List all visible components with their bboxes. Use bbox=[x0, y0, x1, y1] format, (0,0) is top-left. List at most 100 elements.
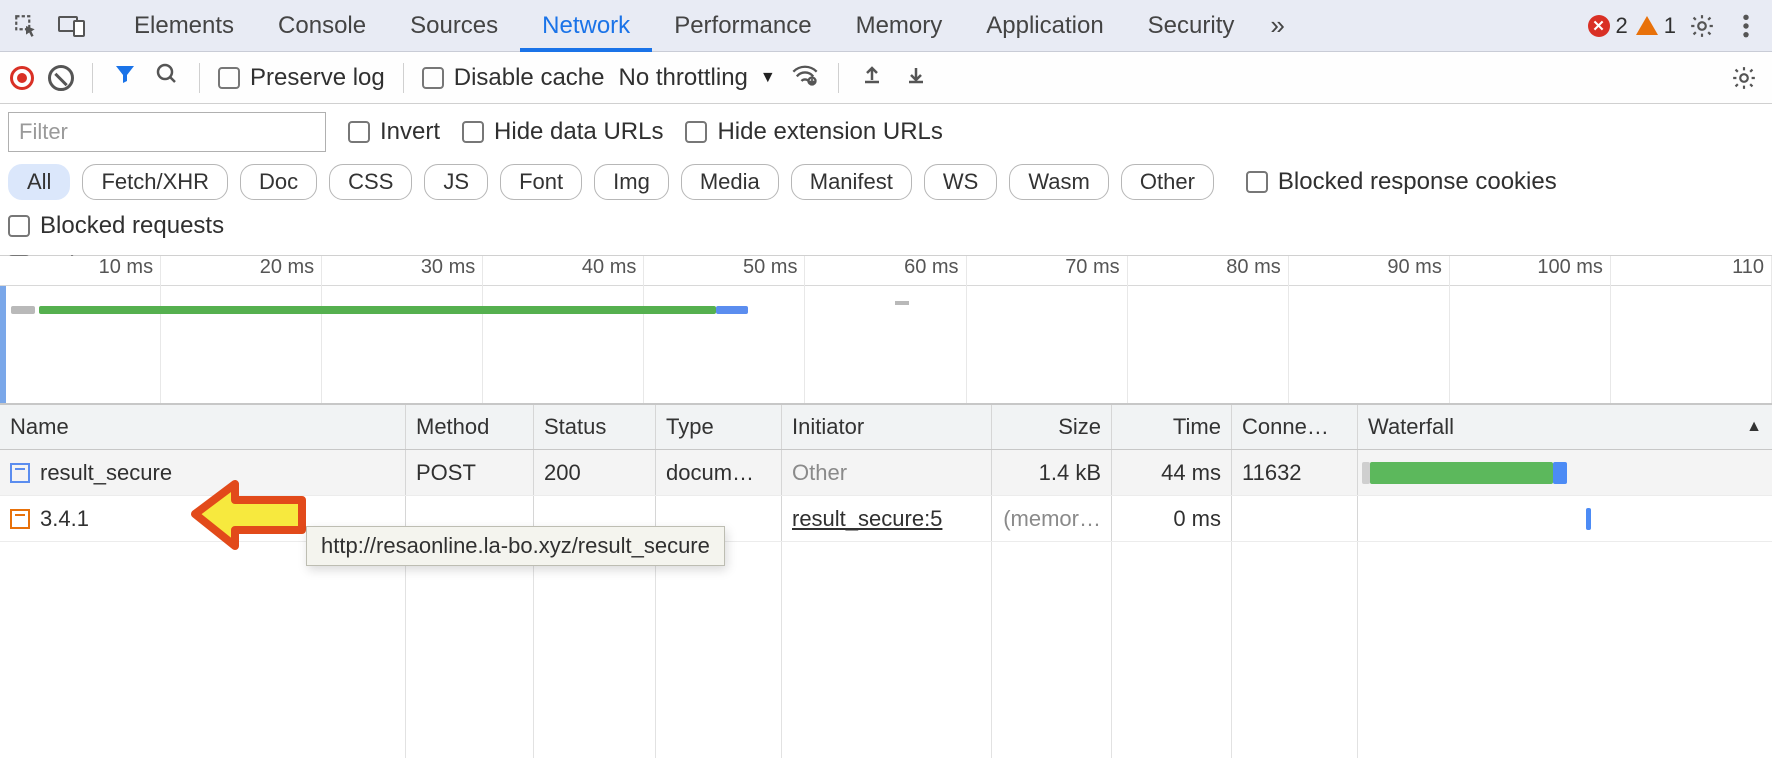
col-header-method[interactable]: Method bbox=[406, 405, 534, 449]
col-header-initiator[interactable]: Initiator bbox=[782, 405, 992, 449]
devtools-tabs: Elements Console Sources Network Perform… bbox=[112, 0, 1299, 51]
waterfall-bar-download bbox=[1553, 462, 1567, 484]
timeline-tick: 110 bbox=[1611, 256, 1772, 285]
col-header-time[interactable]: Time bbox=[1112, 405, 1232, 449]
pill-css[interactable]: CSS bbox=[329, 164, 412, 200]
hide-ext-urls-checkbox[interactable]: Hide extension URLs bbox=[685, 118, 942, 146]
pill-doc[interactable]: Doc bbox=[240, 164, 317, 200]
network-timeline-overview[interactable]: 10 ms 20 ms 30 ms 40 ms 50 ms 60 ms 70 m… bbox=[0, 256, 1772, 404]
tab-overflow[interactable]: » bbox=[1256, 0, 1298, 51]
checkbox-icon bbox=[462, 121, 484, 143]
tab-application[interactable]: Application bbox=[964, 0, 1125, 51]
timeline-bar-waiting bbox=[39, 306, 716, 314]
col-header-waterfall[interactable]: Waterfall ▲ bbox=[1358, 405, 1772, 449]
initiator-text: Other bbox=[792, 460, 847, 486]
invert-checkbox[interactable]: Invert bbox=[348, 118, 440, 146]
script-icon bbox=[10, 509, 30, 529]
sort-indicator-icon: ▲ bbox=[1746, 418, 1762, 436]
tab-label: Memory bbox=[856, 12, 943, 40]
table-row[interactable]: 3.4.1 result_secure:5 (memor… 0 ms bbox=[0, 496, 1772, 542]
col-header-waterfall-label: Waterfall bbox=[1368, 414, 1454, 440]
col-header-type[interactable]: Type bbox=[656, 405, 782, 449]
pill-manifest[interactable]: Manifest bbox=[791, 164, 912, 200]
timeline-tick: 10 ms bbox=[0, 256, 161, 285]
col-header-size[interactable]: Size bbox=[992, 405, 1112, 449]
timeline-tick: 90 ms bbox=[1289, 256, 1450, 285]
cell-method: POST bbox=[406, 450, 534, 495]
error-icon: ✕ bbox=[1588, 15, 1610, 37]
throttling-select[interactable]: No throttling ▼ bbox=[618, 64, 775, 92]
tab-network[interactable]: Network bbox=[520, 0, 652, 51]
initiator-link[interactable]: result_secure:5 bbox=[792, 506, 942, 532]
timeline-tick: 80 ms bbox=[1128, 256, 1289, 285]
cell-initiator[interactable]: result_secure:5 bbox=[782, 496, 992, 541]
document-icon bbox=[10, 463, 30, 483]
timeline-left-handle[interactable] bbox=[0, 286, 6, 404]
tab-label: Elements bbox=[134, 12, 234, 40]
search-icon[interactable] bbox=[153, 62, 181, 93]
error-count-badge[interactable]: ✕ 2 bbox=[1588, 13, 1628, 39]
pill-js[interactable]: JS bbox=[424, 164, 488, 200]
cell-connection bbox=[1232, 496, 1358, 541]
tab-elements[interactable]: Elements bbox=[112, 0, 256, 51]
tab-sources[interactable]: Sources bbox=[388, 0, 520, 51]
filter-input[interactable] bbox=[8, 112, 326, 152]
pill-all[interactable]: All bbox=[8, 164, 70, 200]
timeline-bar-download bbox=[716, 306, 748, 314]
inspect-icon[interactable] bbox=[6, 6, 46, 46]
cell-time: 44 ms bbox=[1112, 450, 1232, 495]
device-toggle-icon[interactable] bbox=[52, 6, 92, 46]
table-header: Name Method Status Type Initiator Size T… bbox=[0, 404, 1772, 450]
preserve-log-label: Preserve log bbox=[250, 64, 385, 92]
clear-button[interactable] bbox=[48, 65, 74, 91]
download-har-icon[interactable] bbox=[901, 62, 931, 93]
checkbox-icon bbox=[218, 67, 240, 89]
warning-count-badge[interactable]: 1 bbox=[1636, 13, 1676, 39]
tab-console[interactable]: Console bbox=[256, 0, 388, 51]
blocked-cookies-checkbox[interactable]: Blocked response cookies bbox=[1246, 168, 1557, 196]
tab-label: Performance bbox=[674, 12, 811, 40]
pill-ws[interactable]: WS bbox=[924, 164, 997, 200]
col-header-name[interactable]: Name bbox=[0, 405, 406, 449]
blocked-requests-checkbox[interactable]: Blocked requests bbox=[8, 212, 224, 240]
preserve-log-checkbox[interactable]: Preserve log bbox=[218, 64, 385, 92]
network-toolbar: Preserve log Disable cache No throttling… bbox=[0, 52, 1772, 104]
timeline-tick: 70 ms bbox=[967, 256, 1128, 285]
pill-img[interactable]: Img bbox=[594, 164, 669, 200]
upload-har-icon[interactable] bbox=[857, 62, 887, 93]
waterfall-bar-waiting bbox=[1370, 462, 1552, 484]
checkbox-icon bbox=[1246, 171, 1268, 193]
pill-media[interactable]: Media bbox=[681, 164, 779, 200]
cell-type: docum… bbox=[656, 450, 782, 495]
disable-cache-checkbox[interactable]: Disable cache bbox=[422, 64, 605, 92]
record-button[interactable] bbox=[10, 66, 34, 90]
network-conditions-icon[interactable] bbox=[790, 62, 820, 93]
network-request-table: Name Method Status Type Initiator Size T… bbox=[0, 404, 1772, 758]
tab-memory[interactable]: Memory bbox=[834, 0, 965, 51]
col-header-connection[interactable]: Conne… bbox=[1232, 405, 1358, 449]
network-settings-icon[interactable] bbox=[1726, 60, 1762, 96]
cell-status: 200 bbox=[534, 450, 656, 495]
pill-wasm[interactable]: Wasm bbox=[1009, 164, 1109, 200]
cell-size: 1.4 kB bbox=[992, 450, 1112, 495]
more-icon[interactable] bbox=[1728, 8, 1764, 44]
settings-icon[interactable] bbox=[1684, 8, 1720, 44]
hide-data-urls-label: Hide data URLs bbox=[494, 118, 663, 146]
pill-font[interactable]: Font bbox=[500, 164, 582, 200]
hide-data-urls-checkbox[interactable]: Hide data URLs bbox=[462, 118, 663, 146]
filter-toggle-icon[interactable] bbox=[111, 62, 139, 93]
timeline-tick: 60 ms bbox=[805, 256, 966, 285]
tab-performance[interactable]: Performance bbox=[652, 0, 833, 51]
timeline-bar-queue bbox=[11, 306, 36, 314]
pill-fetch-xhr[interactable]: Fetch/XHR bbox=[82, 164, 228, 200]
col-header-status[interactable]: Status bbox=[534, 405, 656, 449]
cell-waterfall bbox=[1358, 450, 1772, 495]
pill-other[interactable]: Other bbox=[1121, 164, 1214, 200]
resource-type-filter: All Fetch/XHR Doc CSS JS Font Img Media … bbox=[8, 164, 1764, 240]
table-row[interactable]: result_secure POST 200 docum… Other 1.4 … bbox=[0, 450, 1772, 496]
tab-label: Sources bbox=[410, 12, 498, 40]
tab-security[interactable]: Security bbox=[1126, 0, 1257, 51]
timeline-tick: 100 ms bbox=[1450, 256, 1611, 285]
timeline-body bbox=[0, 286, 1772, 404]
hide-ext-urls-label: Hide extension URLs bbox=[717, 118, 942, 146]
